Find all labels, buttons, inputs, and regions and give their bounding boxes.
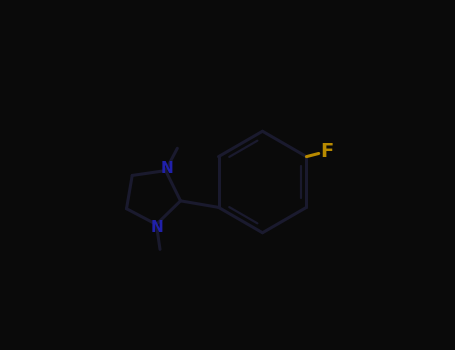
Text: F: F [320,142,333,161]
Text: N: N [151,220,163,235]
Text: N: N [161,161,173,176]
